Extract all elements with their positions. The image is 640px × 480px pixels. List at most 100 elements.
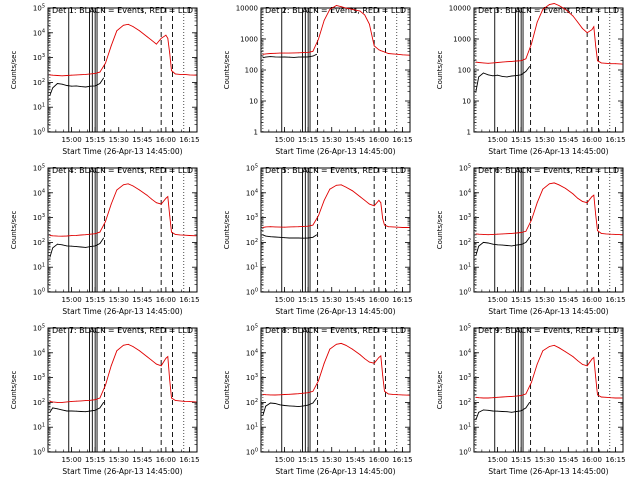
y-tick-label: 103 (33, 53, 45, 62)
data-point-events (516, 75, 517, 76)
data-point-lld (105, 384, 106, 386)
data-point-lld (483, 397, 484, 399)
data-point-lld (615, 397, 616, 399)
data-point-lld (174, 73, 176, 75)
plot-frame (473, 167, 624, 293)
data-point-lld (387, 393, 389, 395)
data-point-lld (167, 196, 169, 198)
chart-title: Det 6: BLACK = Events, RED = LLD (478, 166, 619, 175)
data-point-events (66, 85, 68, 86)
x-tick-label: 16:00 (369, 296, 389, 304)
x-axis-label: Start Time (26-Apr-13 14:45:00) (275, 147, 395, 156)
data-point-events (262, 415, 264, 416)
y-tick-label: 103 (246, 373, 258, 382)
series-line-lld (475, 344, 623, 399)
data-point-lld (345, 344, 347, 346)
data-point-lld (565, 9, 566, 10)
data-point-lld (110, 365, 112, 367)
data-point-events (520, 244, 522, 245)
data-point-events (312, 55, 314, 57)
data-point-lld (189, 401, 190, 402)
data-point-lld (577, 360, 579, 362)
data-point-lld (553, 3, 555, 4)
data-point-lld (318, 380, 319, 382)
data-point-events (506, 76, 508, 78)
data-point-lld (270, 394, 271, 396)
data-point-events (478, 411, 480, 413)
y-tick-label: 101 (33, 103, 45, 112)
y-tick-label: 10000 (449, 5, 471, 13)
series-line-lld (475, 3, 623, 65)
data-point-lld (525, 58, 527, 60)
data-point-lld (516, 232, 517, 234)
x-tick-label: 15:45 (345, 456, 365, 464)
data-point-events (90, 410, 91, 412)
data-point-lld (487, 397, 489, 399)
data-point-lld (329, 188, 331, 190)
y-tick-label: 103 (459, 373, 471, 382)
x-tick-label: 16:15 (179, 296, 199, 304)
data-point-events (525, 407, 527, 409)
x-tick-label: 16:00 (582, 456, 602, 464)
data-point-lld (90, 233, 91, 235)
data-point-lld (174, 234, 176, 235)
data-point-events (307, 56, 309, 58)
data-point-lld (71, 235, 72, 237)
y-tick-label: 100 (458, 67, 471, 75)
data-point-lld (595, 214, 597, 216)
data-point-events (57, 408, 58, 410)
y-tick-label: 100 (33, 288, 45, 297)
y-tick-label: 105 (33, 324, 45, 333)
data-point-events (298, 237, 300, 239)
y-tick-label: 103 (33, 213, 45, 222)
y-axis-label: Counts/sec (436, 371, 444, 410)
y-tick-label: 105 (459, 164, 471, 173)
data-point-lld (345, 186, 347, 188)
y-tick-label: 101 (459, 263, 471, 272)
data-point-lld (577, 21, 579, 23)
data-point-events (492, 243, 494, 245)
data-point-lld (511, 233, 513, 234)
data-point-lld (402, 227, 403, 228)
data-point-lld (487, 234, 489, 236)
plot-frame (260, 327, 411, 453)
data-point-lld (318, 215, 319, 217)
y-tick-label: 101 (33, 263, 45, 272)
data-point-events (49, 95, 51, 96)
data-point-lld (549, 346, 550, 347)
y-axis-label: Counts/sec (223, 371, 231, 410)
data-point-lld (577, 197, 579, 199)
data-point-lld (279, 394, 281, 396)
data-point-lld (595, 377, 597, 378)
data-point-lld (262, 227, 264, 228)
data-point-lld (520, 395, 522, 396)
data-point-lld (284, 52, 285, 54)
data-point-lld (511, 396, 513, 397)
panel-det-8: Det 8: BLACK = Events, RED = LLD Counts/s… (223, 324, 413, 477)
data-point-events (284, 405, 285, 406)
panel-det-9: Det 9: BLACK = Events, RED = LLD Counts/s… (436, 324, 626, 477)
y-tick-label: 104 (33, 348, 45, 357)
x-tick-label: 15:00 (61, 136, 81, 144)
data-point-lld (582, 201, 583, 202)
data-point-lld (478, 233, 480, 235)
data-point-lld (171, 397, 172, 399)
x-tick-label: 15:30 (109, 136, 129, 144)
x-tick-label: 16:15 (605, 136, 625, 144)
data-point-lld (298, 226, 300, 228)
x-tick-label: 16:00 (156, 136, 176, 144)
data-point-lld (369, 361, 370, 363)
data-point-lld (380, 355, 382, 357)
data-point-events (298, 56, 300, 58)
y-tick-label: 100 (33, 448, 45, 457)
data-point-lld (506, 61, 508, 63)
series-line-lld (49, 23, 197, 77)
x-tick-label: 16:00 (156, 456, 176, 464)
data-point-lld (586, 202, 588, 204)
data-point-lld (288, 226, 290, 228)
data-point-events (75, 246, 77, 248)
data-point-lld (99, 71, 101, 73)
data-point-lld (336, 343, 337, 345)
x-tick-label: 15:45 (345, 136, 365, 144)
